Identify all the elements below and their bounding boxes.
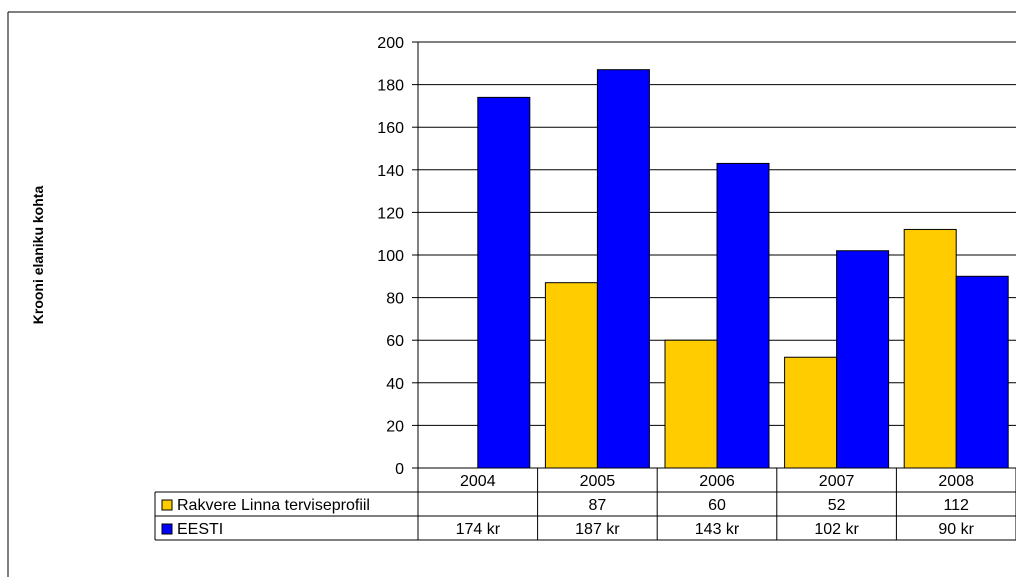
data-label: 112 xyxy=(943,497,969,514)
y-tick-label: 60 xyxy=(386,333,404,350)
y-tick-label: 200 xyxy=(377,35,404,52)
y-tick-label: 80 xyxy=(386,291,404,308)
legend-label: Rakvere Linna terviseprofiil xyxy=(177,497,370,514)
x-tick-label: 2008 xyxy=(938,473,974,490)
bars xyxy=(477,69,1009,469)
y-tick-label: 100 xyxy=(377,248,404,265)
data-label: 90 kr xyxy=(938,521,974,538)
y-tick-label: 140 xyxy=(377,163,404,180)
legend-swatch-eesti xyxy=(161,523,173,535)
data-label: 187 kr xyxy=(575,521,620,538)
y-tick-label: 120 xyxy=(377,205,404,222)
y-tick-label: 180 xyxy=(377,78,404,95)
bar-eesti-2008 xyxy=(955,275,1009,469)
x-tick-label: 2004 xyxy=(460,473,496,490)
bar-eesti-2005 xyxy=(596,69,650,469)
bar-rakvere-2005 xyxy=(544,282,598,469)
y-tick-label: 20 xyxy=(386,418,404,435)
data-label: 52 xyxy=(828,497,846,514)
bar-rakvere-2007 xyxy=(784,356,838,469)
data-label: 102 kr xyxy=(814,521,859,538)
bar-eesti-2007 xyxy=(836,250,890,469)
legend-label: EESTI xyxy=(177,521,223,538)
axes xyxy=(412,41,419,469)
data-label: 143 kr xyxy=(695,521,740,538)
x-tick-label: 2006 xyxy=(699,473,735,490)
y-axis-label: Krooni elaniku kohta xyxy=(30,186,46,325)
x-tick-label: 2005 xyxy=(580,473,616,490)
y-tick-labels: 0 20 40 60 80 100 120 140 160 180 200 xyxy=(377,35,404,478)
y-tick-label: 40 xyxy=(386,376,404,393)
legend-swatch-rakvere xyxy=(161,499,173,511)
y-tick-label: 160 xyxy=(377,120,404,137)
data-label: 87 xyxy=(589,497,607,514)
data-table: 2004 2005 2006 2007 2008 Rakvere Linna tervis… xyxy=(154,467,1016,541)
data-label: 174 kr xyxy=(456,521,501,538)
data-label: 60 xyxy=(708,497,726,514)
bar-eesti-2006 xyxy=(716,162,770,469)
y-tick-label: 0 xyxy=(395,461,404,478)
bar-rakvere-2006 xyxy=(664,339,718,469)
bar-rakvere-2008 xyxy=(903,228,957,469)
bar-eesti-2004 xyxy=(477,96,531,469)
x-tick-label: 2007 xyxy=(819,473,855,490)
